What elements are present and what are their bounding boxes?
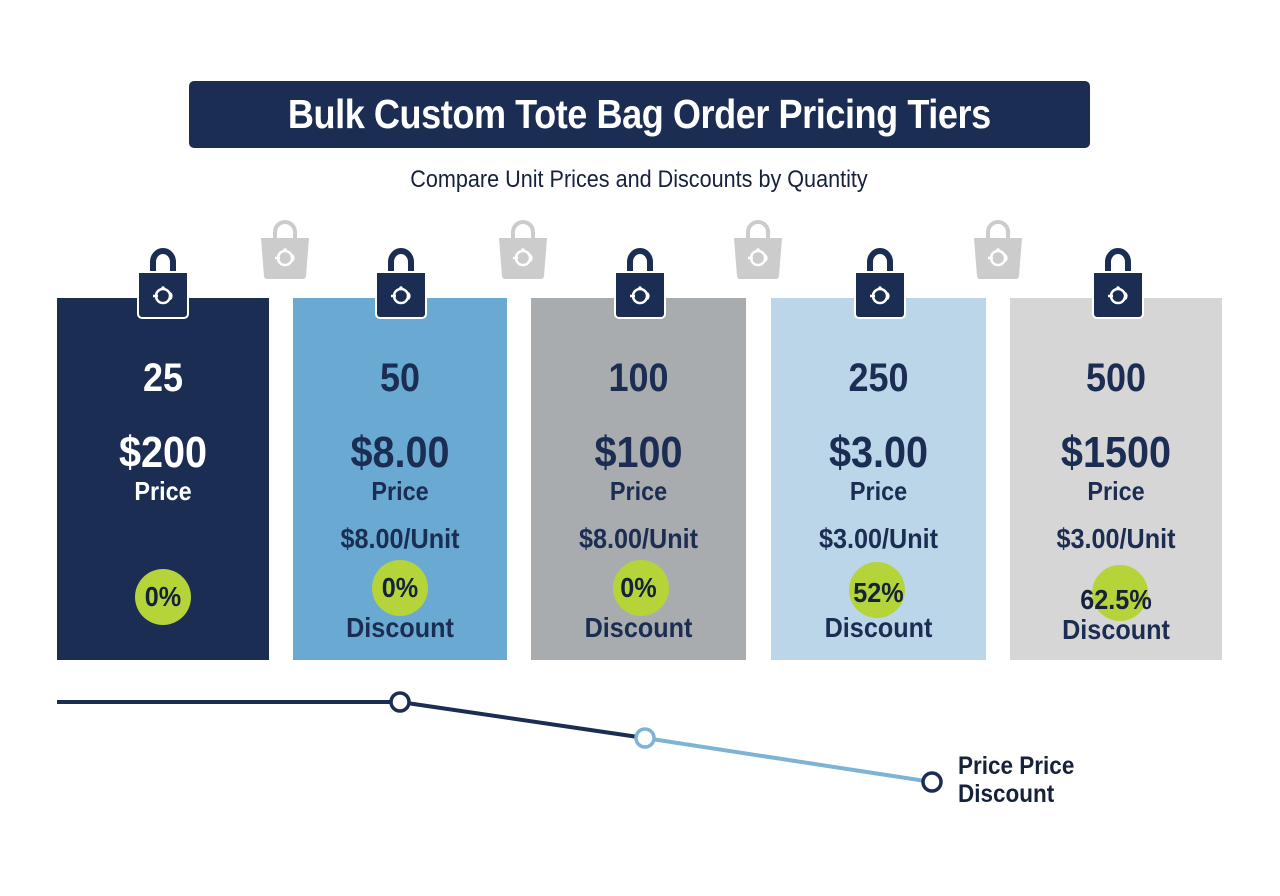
tier-discount-label: Discount — [584, 612, 693, 643]
page-title: Bulk Custom Tote Bag Order Pricing Tiers — [288, 91, 991, 137]
tote-bag-teapot-icon — [135, 248, 191, 320]
discount-badge — [135, 569, 191, 625]
trend-point — [634, 727, 656, 749]
tier-total-price: $200 — [118, 428, 208, 477]
discount-badge — [849, 562, 905, 618]
tier-discount: 52% — [853, 577, 904, 608]
tier-discount-label: Discount — [346, 612, 454, 643]
tier-price-label: Price — [371, 476, 429, 506]
tier-discount: 0% — [381, 572, 419, 603]
tier-quantity: 250 — [848, 356, 909, 400]
tier-discount: 0% — [620, 572, 657, 603]
trend-point — [921, 771, 943, 793]
tier-card-250: 250 $3.00 Price $3.00/Unit 52% Discount — [771, 298, 986, 660]
tier-total-price: $8.00 — [350, 428, 450, 477]
tote-bag-teapot-icon — [971, 220, 1025, 280]
tote-bag-teapot-icon — [373, 248, 429, 320]
discount-badge — [372, 560, 428, 616]
tote-bag-teapot-icon — [496, 220, 550, 280]
trend-legend: Price Price Discount — [958, 752, 1074, 808]
tier-discount: 0% — [144, 581, 182, 612]
tier-price-label: Price — [1087, 476, 1145, 506]
tote-bag-teapot-icon — [612, 248, 668, 320]
page-subtitle: Compare Unit Prices and Discounts by Qua… — [410, 166, 868, 193]
tier-quantity: 50 — [379, 356, 421, 400]
legend-line-2: Discount — [958, 780, 1055, 808]
tier-price-label: Price — [849, 476, 908, 506]
tier-unit-price: $8.00/Unit — [340, 523, 460, 554]
tier-discount-label: Discount — [824, 612, 933, 643]
tier-unit-price: $3.00/Unit — [1056, 523, 1176, 554]
tier-total-price: $3.00 — [828, 428, 929, 477]
tier-discount-label: Discount — [1062, 614, 1170, 645]
tier-price-label: Price — [609, 476, 668, 506]
tier-quantity: 100 — [608, 356, 669, 400]
tier-card-500: 500 $1500 Price $3.00/Unit 62.5% Discoun… — [1010, 298, 1222, 660]
legend-line-1: Price Price — [958, 752, 1075, 780]
tote-bag-teapot-icon — [258, 220, 312, 280]
tier-card-100: 100 $100 Price $8.00/Unit 0% Discount — [531, 298, 746, 660]
discount-badge — [1092, 565, 1148, 621]
tier-total-price: $1500 — [1060, 428, 1172, 477]
tier-unit-price: $3.00/Unit — [818, 523, 939, 554]
trend-point — [389, 691, 411, 713]
tier-card-25: 25 $200 Price 0% — [57, 298, 269, 660]
tote-bag-teapot-icon — [731, 220, 785, 280]
tier-discount: 62.5% — [1080, 584, 1152, 615]
title-banner: Bulk Custom Tote Bag Order Pricing Tiers — [189, 81, 1090, 148]
discount-badge — [613, 560, 669, 616]
tier-quantity: 25 — [142, 356, 184, 400]
tier-unit-price: $8.00/Unit — [578, 523, 699, 554]
tier-quantity: 500 — [1085, 356, 1147, 400]
tote-bag-teapot-icon — [852, 248, 908, 320]
tier-price-label: Price — [134, 476, 192, 506]
tier-total-price: $100 — [594, 428, 683, 477]
tier-card-50: 50 $8.00 Price $8.00/Unit 0% Discount — [293, 298, 507, 660]
tote-bag-teapot-icon — [1090, 248, 1146, 320]
